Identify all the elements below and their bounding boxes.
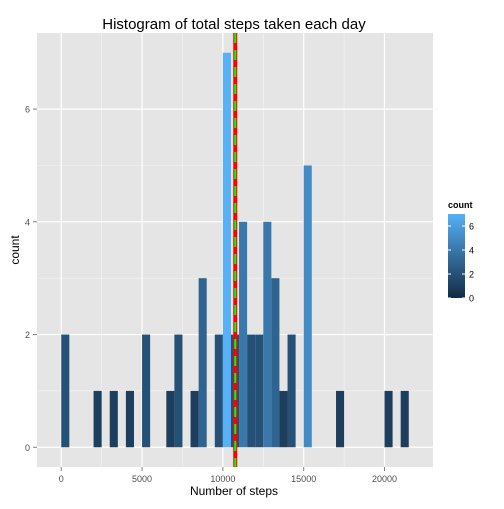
histogram-bar [304,165,312,447]
histogram-bar [255,335,263,448]
y-tick-label: 2 [25,330,30,340]
y-tick-label: 0 [25,443,30,453]
histogram-bar [61,335,69,448]
legend-title: count [448,200,473,210]
y-axis: 0 2 4 6 [25,105,37,453]
histogram-bar [271,278,279,447]
histogram-bar [94,391,102,447]
histogram-bar [279,391,287,447]
histogram-bar [191,391,199,447]
x-tick-label: 10000 [210,474,235,484]
x-tick-label: 5000 [132,474,152,484]
histogram-bar [336,391,344,447]
histogram-bar [239,222,247,447]
histogram-bar [223,53,231,448]
legend-colorbar [448,214,465,298]
histogram-bar [215,335,223,448]
chart-title: Histogram of total steps taken each day [102,16,366,33]
y-tick-label: 6 [25,105,30,115]
y-axis-label: count [8,235,22,265]
histogram-bar [142,335,150,448]
legend-tick-label: 0 [469,294,474,304]
histogram-bar [174,335,182,448]
legend-tick-label: 2 [469,270,474,280]
y-tick-label: 4 [25,217,30,227]
histogram-bar [247,335,255,448]
histogram-bar [126,391,134,447]
x-axis-label: Number of steps [190,484,278,498]
x-tick-label: 20000 [372,474,397,484]
legend-tick-label: 6 [469,222,474,232]
histogram-bar [263,222,271,447]
histogram-bar [401,391,409,447]
histogram-bar [288,335,296,448]
histogram-bar [199,278,207,447]
x-axis: 0 5000 10000 15000 20000 [59,467,397,484]
legend-tick-label: 4 [469,246,474,256]
histogram-bar [166,391,174,447]
histogram-bar [110,391,118,447]
color-legend: count 0 2 4 6 [448,200,474,304]
x-tick-label: 0 [59,474,64,484]
histogram-bar [385,391,393,447]
x-tick-label: 15000 [291,474,316,484]
